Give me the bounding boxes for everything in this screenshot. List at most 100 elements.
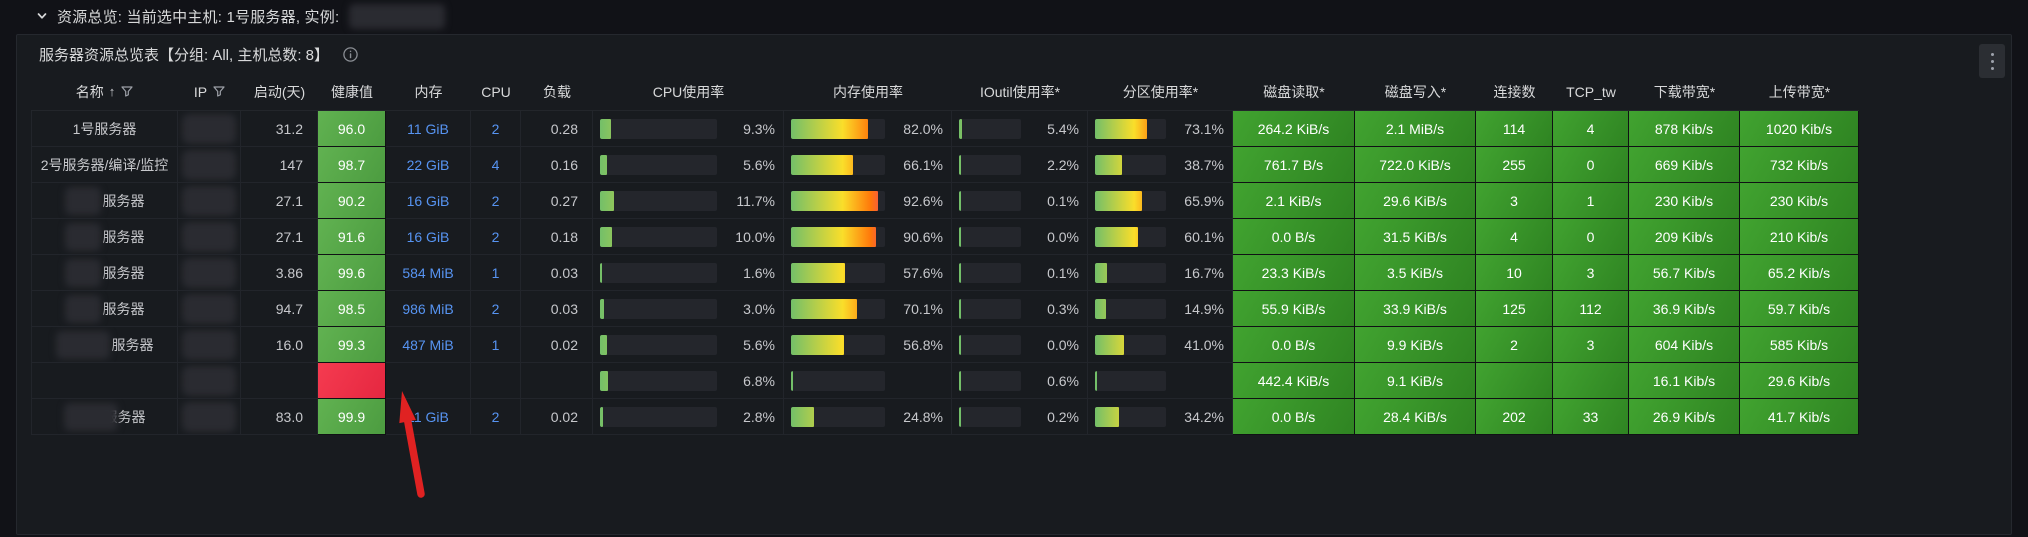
column-header-memory[interactable]: 内存 — [386, 73, 471, 111]
filter-funnel-icon[interactable] — [213, 86, 225, 97]
cpu-link[interactable]: 4 — [491, 156, 500, 173]
download-value: 230 Kib/s — [1654, 192, 1714, 209]
memory-link[interactable]: 986 MiB — [402, 300, 454, 317]
connections-value: 2 — [1510, 336, 1518, 353]
redacted-ip — [182, 401, 236, 432]
gauge-fill — [959, 190, 961, 211]
cell-mem_usage: 66.1% — [784, 147, 952, 183]
cell-mem_usage: 57.6% — [784, 255, 952, 291]
dashboard-row-toggle[interactable]: 资源总览: 当前选中主机: 1号服务器, 实例: — [0, 0, 2028, 32]
column-header-ioutil[interactable]: IOutil使用率* — [952, 73, 1088, 111]
column-header-name[interactable]: 名称 ↑ — [31, 73, 178, 111]
gauge-value: 82.0% — [903, 120, 943, 137]
gauge-value: 24.8% — [903, 408, 943, 425]
cell-tcp_tw: 3 — [1553, 327, 1629, 363]
column-label: 名称 — [75, 83, 104, 100]
gauge-value: 5.6% — [743, 336, 775, 353]
column-header-partition[interactable]: 分区使用率* — [1088, 73, 1233, 111]
cpu-link[interactable]: 2 — [491, 300, 500, 317]
cell-download: 878 Kib/s — [1629, 111, 1740, 147]
filter-funnel-icon[interactable] — [121, 86, 133, 97]
gauge-fill — [959, 154, 961, 175]
gauge-track — [791, 298, 885, 319]
column-header-disk_read[interactable]: 磁盘读取* — [1233, 73, 1355, 111]
cell-upload: 732 Kib/s — [1740, 147, 1859, 183]
cell-mem_usage: 82.0% — [784, 111, 952, 147]
health-value: 96.0 — [337, 120, 366, 137]
disk_read-value: 55.9 KiB/s — [1261, 300, 1326, 317]
cell-load: 0.18 — [521, 219, 593, 255]
gauge-value: 0.1% — [1047, 264, 1079, 281]
disk_read-value: 264.2 KiB/s — [1257, 120, 1330, 137]
column-header-download[interactable]: 下载带宽* — [1629, 73, 1740, 111]
health-value: 99.6 — [337, 264, 366, 281]
gauge-value: 57.6% — [903, 264, 943, 281]
cell-connections: 125 — [1476, 291, 1553, 327]
gauge-track — [791, 370, 885, 391]
cell-ioutil: 2.2% — [952, 147, 1088, 183]
gauge-track — [1095, 370, 1166, 391]
uptime-value: 27.1 — [275, 228, 303, 245]
cell-memory: 487 MiB — [386, 327, 471, 363]
cell-connections: 202 — [1476, 399, 1553, 435]
memory-link[interactable]: 22 GiB — [406, 156, 450, 173]
cell-uptime: 83.0 — [241, 399, 318, 435]
server-name: 服务器 — [102, 192, 145, 209]
panel-menu-button[interactable] — [1979, 44, 2005, 78]
column-header-disk_write[interactable]: 磁盘写入* — [1355, 73, 1476, 111]
gauge-track — [959, 118, 1021, 139]
gauge-fill — [1095, 406, 1120, 427]
column-header-cpu_usage[interactable]: CPU使用率 — [593, 73, 784, 111]
cell-uptime — [241, 363, 318, 399]
cpu-link[interactable]: 2 — [491, 192, 500, 209]
gauge-track — [959, 226, 1021, 247]
gauge-fill — [600, 118, 611, 139]
disk_write-value: 9.1 KiB/s — [1386, 372, 1444, 389]
column-header-connections[interactable]: 连接数 — [1476, 73, 1553, 111]
cell-disk_write: 9.1 KiB/s — [1355, 363, 1476, 399]
cpu-link[interactable]: 1 — [491, 264, 500, 281]
gauge-track — [600, 334, 717, 355]
cell-memory — [386, 363, 471, 399]
memory-link[interactable]: 11 GiB — [407, 120, 449, 137]
memory-link[interactable]: 16 GiB — [406, 228, 450, 245]
cpu-link[interactable]: 2 — [491, 408, 500, 425]
column-label: 上传带宽* — [1768, 83, 1831, 100]
gauge-track — [600, 262, 717, 283]
gauge-track — [600, 190, 717, 211]
column-header-uptime[interactable]: 启动(天) — [241, 73, 318, 111]
cell-ip — [178, 183, 241, 219]
gauge-fill — [600, 154, 607, 175]
cpu-link[interactable]: 1 — [491, 336, 500, 353]
column-header-tcp_tw[interactable]: TCP_tw — [1553, 73, 1629, 111]
column-header-cpu[interactable]: CPU — [471, 73, 521, 111]
column-header-upload[interactable]: 上传带宽* — [1740, 73, 1859, 111]
memory-link[interactable]: 487 MiB — [402, 336, 454, 353]
cpu-link[interactable]: 2 — [491, 228, 500, 245]
connections-value: 125 — [1502, 300, 1526, 317]
gauge-track — [959, 406, 1021, 427]
panel-header: 服务器资源总览表【分组: All, 主机总数: 8】 — [17, 35, 2011, 78]
column-header-ip[interactable]: IP — [178, 73, 241, 111]
column-header-health[interactable]: 健康值 — [318, 73, 386, 111]
memory-link[interactable]: 11 GiB — [407, 408, 449, 425]
cell-disk_write: 722.0 KiB/s — [1355, 147, 1476, 183]
info-icon[interactable] — [343, 46, 358, 62]
uptime-value: 3.86 — [275, 264, 303, 281]
cell-disk_read: 0.0 B/s — [1233, 327, 1355, 363]
disk_read-value: 0.0 B/s — [1271, 408, 1316, 425]
gauge-value: 56.8% — [903, 336, 943, 353]
column-label: 内存使用率 — [833, 83, 903, 100]
memory-link[interactable]: 16 GiB — [406, 192, 450, 209]
cpu-link[interactable]: 2 — [491, 120, 500, 137]
gauge-track — [791, 226, 885, 247]
uptime-value: 27.1 — [275, 192, 303, 209]
health-value: 99.3 — [337, 336, 366, 353]
memory-link[interactable]: 584 MiB — [402, 264, 454, 281]
server-name: 服务器 — [102, 228, 145, 245]
column-header-mem_usage[interactable]: 内存使用率 — [784, 73, 952, 111]
gauge-value: 0.6% — [1047, 372, 1079, 389]
cell-disk_write: 28.4 KiB/s — [1355, 399, 1476, 435]
health-value-cell: 91.6 — [318, 219, 386, 255]
column-header-load[interactable]: 负载 — [521, 73, 593, 111]
